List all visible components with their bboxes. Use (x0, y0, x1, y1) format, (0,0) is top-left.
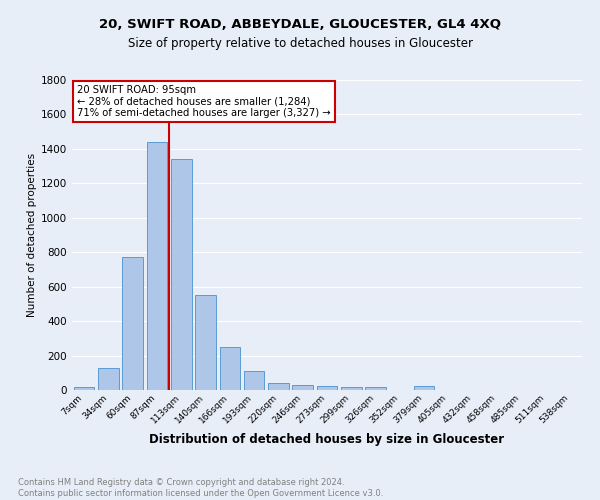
X-axis label: Distribution of detached houses by size in Gloucester: Distribution of detached houses by size … (149, 433, 505, 446)
Bar (171, 159, 191, 390)
Bar (341, 388, 362, 390)
Y-axis label: Number of detached properties: Number of detached properties (27, 153, 37, 317)
Text: 20 SWIFT ROAD: 95sqm
← 28% of detached houses are smaller (1,284)
71% of semi-de: 20 SWIFT ROAD: 95sqm ← 28% of detached h… (77, 84, 331, 118)
Bar (414, 386, 434, 390)
Bar (317, 386, 337, 390)
Bar (220, 348, 240, 390)
Bar (98, 368, 119, 390)
Text: 20, SWIFT ROAD, ABBEYDALE, GLOUCESTER, GL4 4XQ: 20, SWIFT ROAD, ABBEYDALE, GLOUCESTER, G… (99, 18, 501, 30)
Bar (146, 142, 167, 390)
Text: Size of property relative to detached houses in Gloucester: Size of property relative to detached ho… (128, 38, 473, 51)
Bar (74, 388, 94, 390)
Bar (365, 387, 386, 390)
Text: Contains HM Land Registry data © Crown copyright and database right 2024.
Contai: Contains HM Land Registry data © Crown c… (18, 478, 383, 498)
Bar (292, 385, 313, 390)
Bar (244, 371, 265, 390)
Bar (122, 256, 143, 390)
Bar (195, 296, 216, 390)
Bar (268, 384, 289, 390)
